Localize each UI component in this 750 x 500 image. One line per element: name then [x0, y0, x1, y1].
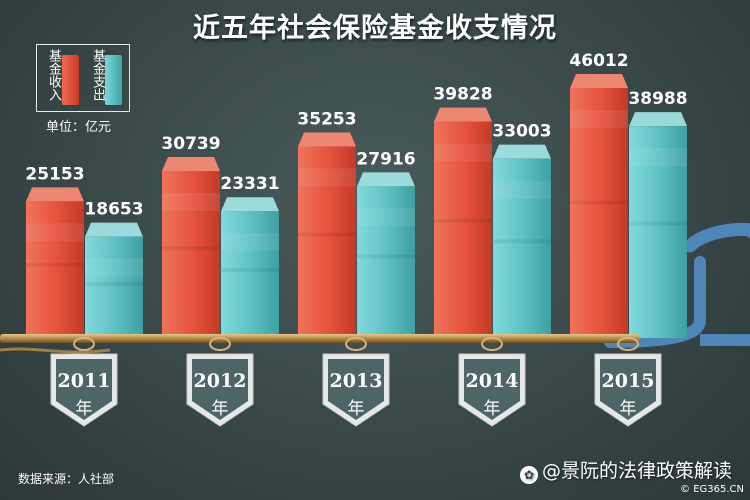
- income-value-label: 25153: [25, 164, 84, 184]
- income-bar-2014: [434, 107, 492, 338]
- year-badge-2014: [458, 337, 526, 427]
- income-bar-2013: [298, 132, 356, 338]
- expense-bar-2012: [221, 197, 279, 338]
- expense-bar-2014: [493, 144, 551, 338]
- year-badge-2015: [594, 337, 662, 427]
- expense-value-label: 18653: [84, 200, 143, 220]
- chart-title: 近五年社会保险基金收支情况: [193, 13, 557, 44]
- year-suffix: 年: [212, 399, 229, 419]
- year-badge-2011: [50, 337, 118, 427]
- site-label: © EG365.CN: [680, 484, 744, 495]
- watermark-text: @景阮的法律政策解读: [541, 460, 732, 482]
- rope: [0, 347, 111, 354]
- site-text: EG365.CN: [693, 484, 744, 495]
- data-source: 数据来源：人社部: [18, 472, 115, 486]
- year-label: 2014: [466, 370, 519, 392]
- income-value-label: 30739: [161, 134, 220, 154]
- year-suffix: 年: [484, 399, 501, 419]
- legend-swatch-income: [62, 55, 79, 105]
- year-badge-2013: [322, 337, 390, 427]
- legend-label-income: 基金收入: [46, 49, 61, 101]
- year-label: 2015: [602, 370, 655, 392]
- rail: [0, 334, 640, 343]
- year-label: 2011: [58, 370, 111, 392]
- year-label: 2013: [330, 370, 383, 392]
- year-label: 2012: [194, 370, 247, 392]
- income-value-label: 35253: [297, 109, 356, 129]
- unit-label: 单位：亿元: [46, 120, 112, 135]
- year-suffix: 年: [76, 399, 93, 419]
- income-value-label: 39828: [433, 85, 492, 105]
- expense-value-label: 27916: [356, 149, 415, 169]
- year-suffix: 年: [348, 399, 365, 419]
- expense-value-label: 38988: [628, 89, 687, 109]
- expense-value-label: 33003: [492, 122, 551, 142]
- income-bar-2011: [26, 187, 84, 338]
- watermark: ✿ @景阮的法律政策解读: [519, 456, 732, 484]
- income-bar-2012: [162, 156, 220, 338]
- pipe-hook: [683, 222, 750, 253]
- legend: 基金收入 基金支出: [36, 44, 130, 112]
- year-badge-2012: [186, 337, 254, 427]
- legend-swatch-expense: [105, 55, 122, 105]
- income-value-label: 46012: [569, 51, 628, 71]
- expense-bar-2013: [357, 172, 415, 338]
- expense-bar-2015: [629, 112, 687, 338]
- income-bar-2015: [570, 74, 628, 338]
- legend-label-expense: 基金支出: [90, 49, 105, 101]
- expense-value-label: 23331: [220, 174, 279, 194]
- paw-icon: ✿: [519, 466, 538, 484]
- year-suffix: 年: [620, 399, 637, 419]
- expense-bar-2011: [85, 222, 143, 338]
